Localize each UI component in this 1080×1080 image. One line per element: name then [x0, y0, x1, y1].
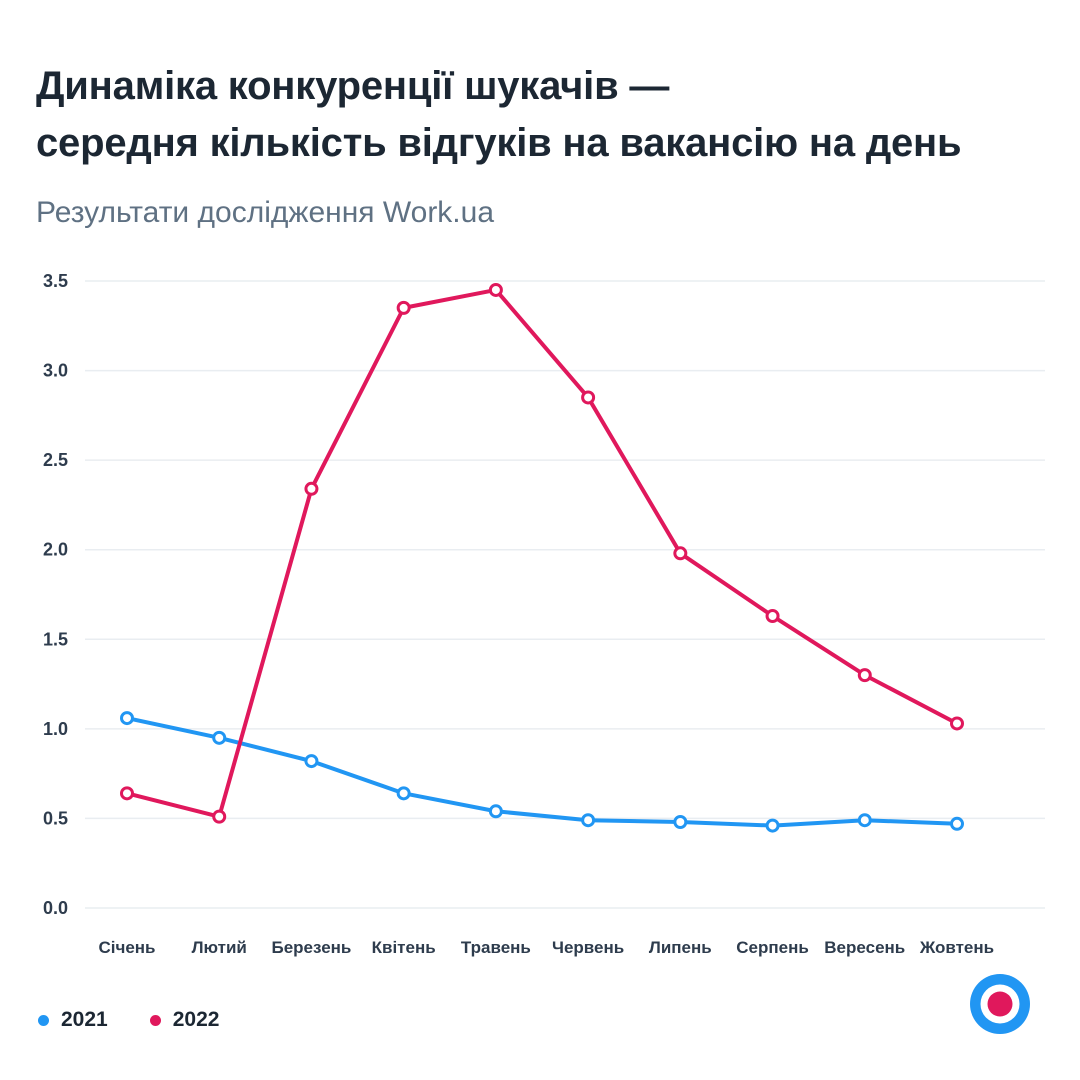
legend-dot-2022: [149, 1014, 161, 1026]
page-subtitle: Результати дослідження Work.ua: [36, 196, 495, 229]
y-axis-tick-label: 1.0: [43, 719, 68, 739]
x-axis-tick-label: Вересень: [824, 938, 905, 957]
y-axis-tick-label: 3.0: [43, 361, 68, 381]
y-axis-tick-label: 2.5: [43, 450, 68, 470]
data-point-2022-Березень: [304, 481, 319, 496]
data-point-2021-Лютий: [212, 730, 227, 745]
x-axis-tick-label: Квітень: [372, 938, 436, 957]
data-point-2021-Квітень: [396, 786, 411, 801]
data-point-2021-Січень: [120, 711, 134, 726]
x-axis-tick-label: Липень: [649, 938, 712, 957]
legend-item-2021: 2021: [38, 1008, 108, 1032]
workua-logo: [970, 974, 1030, 1034]
y-axis-tick-label: 2.0: [43, 540, 68, 560]
y-axis-tick-label: 0.0: [43, 898, 68, 918]
data-point-2021-Серпень: [765, 818, 780, 833]
data-point-2021-Липень: [673, 815, 688, 830]
line-chart: 0.0 0.5 1.0 1.5 2.0 2.5 3.0 3.5 Січень Лютий Берез…: [43, 271, 1045, 957]
data-point-2022-Вересень: [857, 668, 872, 683]
data-point-2022-Липень: [673, 546, 688, 561]
data-point-2022-Січень: [120, 786, 134, 801]
x-axis-tick-label: Травень: [461, 938, 531, 957]
data-point-2022-Червень: [581, 390, 596, 405]
y-axis-tick-label: 3.5: [43, 271, 68, 291]
x-axis-tick-label: Жовтень: [919, 938, 994, 957]
x-axis-tick-label: Лютий: [192, 938, 247, 957]
y-axis-tick-label: 1.5: [43, 629, 68, 649]
data-point-2021-Березень: [304, 754, 319, 769]
legend-item-2022: 2022: [149, 1008, 220, 1032]
chart-area: 0.0 0.5 1.0 1.5 2.0 2.5 3.0 3.5 Січень Лютий Берез…: [0, 230, 1080, 975]
legend-label-2022: 2022: [172, 1008, 220, 1031]
chart-legend: 2021 2022: [38, 1000, 219, 1040]
series-line-2021: [125, 716, 959, 828]
data-point-2021-Жовтень: [950, 816, 964, 831]
x-axis-tick-label: Січень: [98, 938, 155, 957]
legend-dot-2021: [38, 1014, 49, 1026]
page-title: Динаміка конкуренції шукачів — середня к…: [36, 58, 1044, 172]
data-point-2021-Червень: [581, 813, 596, 828]
series-line-2022: [125, 287, 959, 819]
data-point-2021-Вересень: [857, 813, 872, 828]
chart-header: Динаміка конкуренції шукачів — середня к…: [36, 58, 1044, 230]
data-point-2022-Серпень: [765, 608, 780, 623]
y-axis-tick-label: 0.5: [43, 808, 68, 828]
x-axis-tick-label: Червень: [552, 938, 624, 957]
logo-center-dot: [987, 991, 1013, 1017]
data-point-2022-Травень: [488, 282, 503, 297]
data-point-2022-Лютий: [212, 809, 227, 824]
legend-label-2021: 2021: [61, 1008, 108, 1031]
page-title-line-1: Динаміка конкуренції шукачів —: [36, 64, 670, 108]
x-axis-tick-label: Березень: [271, 938, 351, 957]
data-point-2021-Травень: [488, 804, 503, 819]
page-title-line-2: середня кількість відгуків на вакансію н…: [36, 121, 962, 165]
x-axis-tick-label: Серпень: [736, 938, 809, 957]
data-point-2022-Жовтень: [950, 716, 964, 731]
data-point-2022-Квітень: [396, 300, 411, 315]
